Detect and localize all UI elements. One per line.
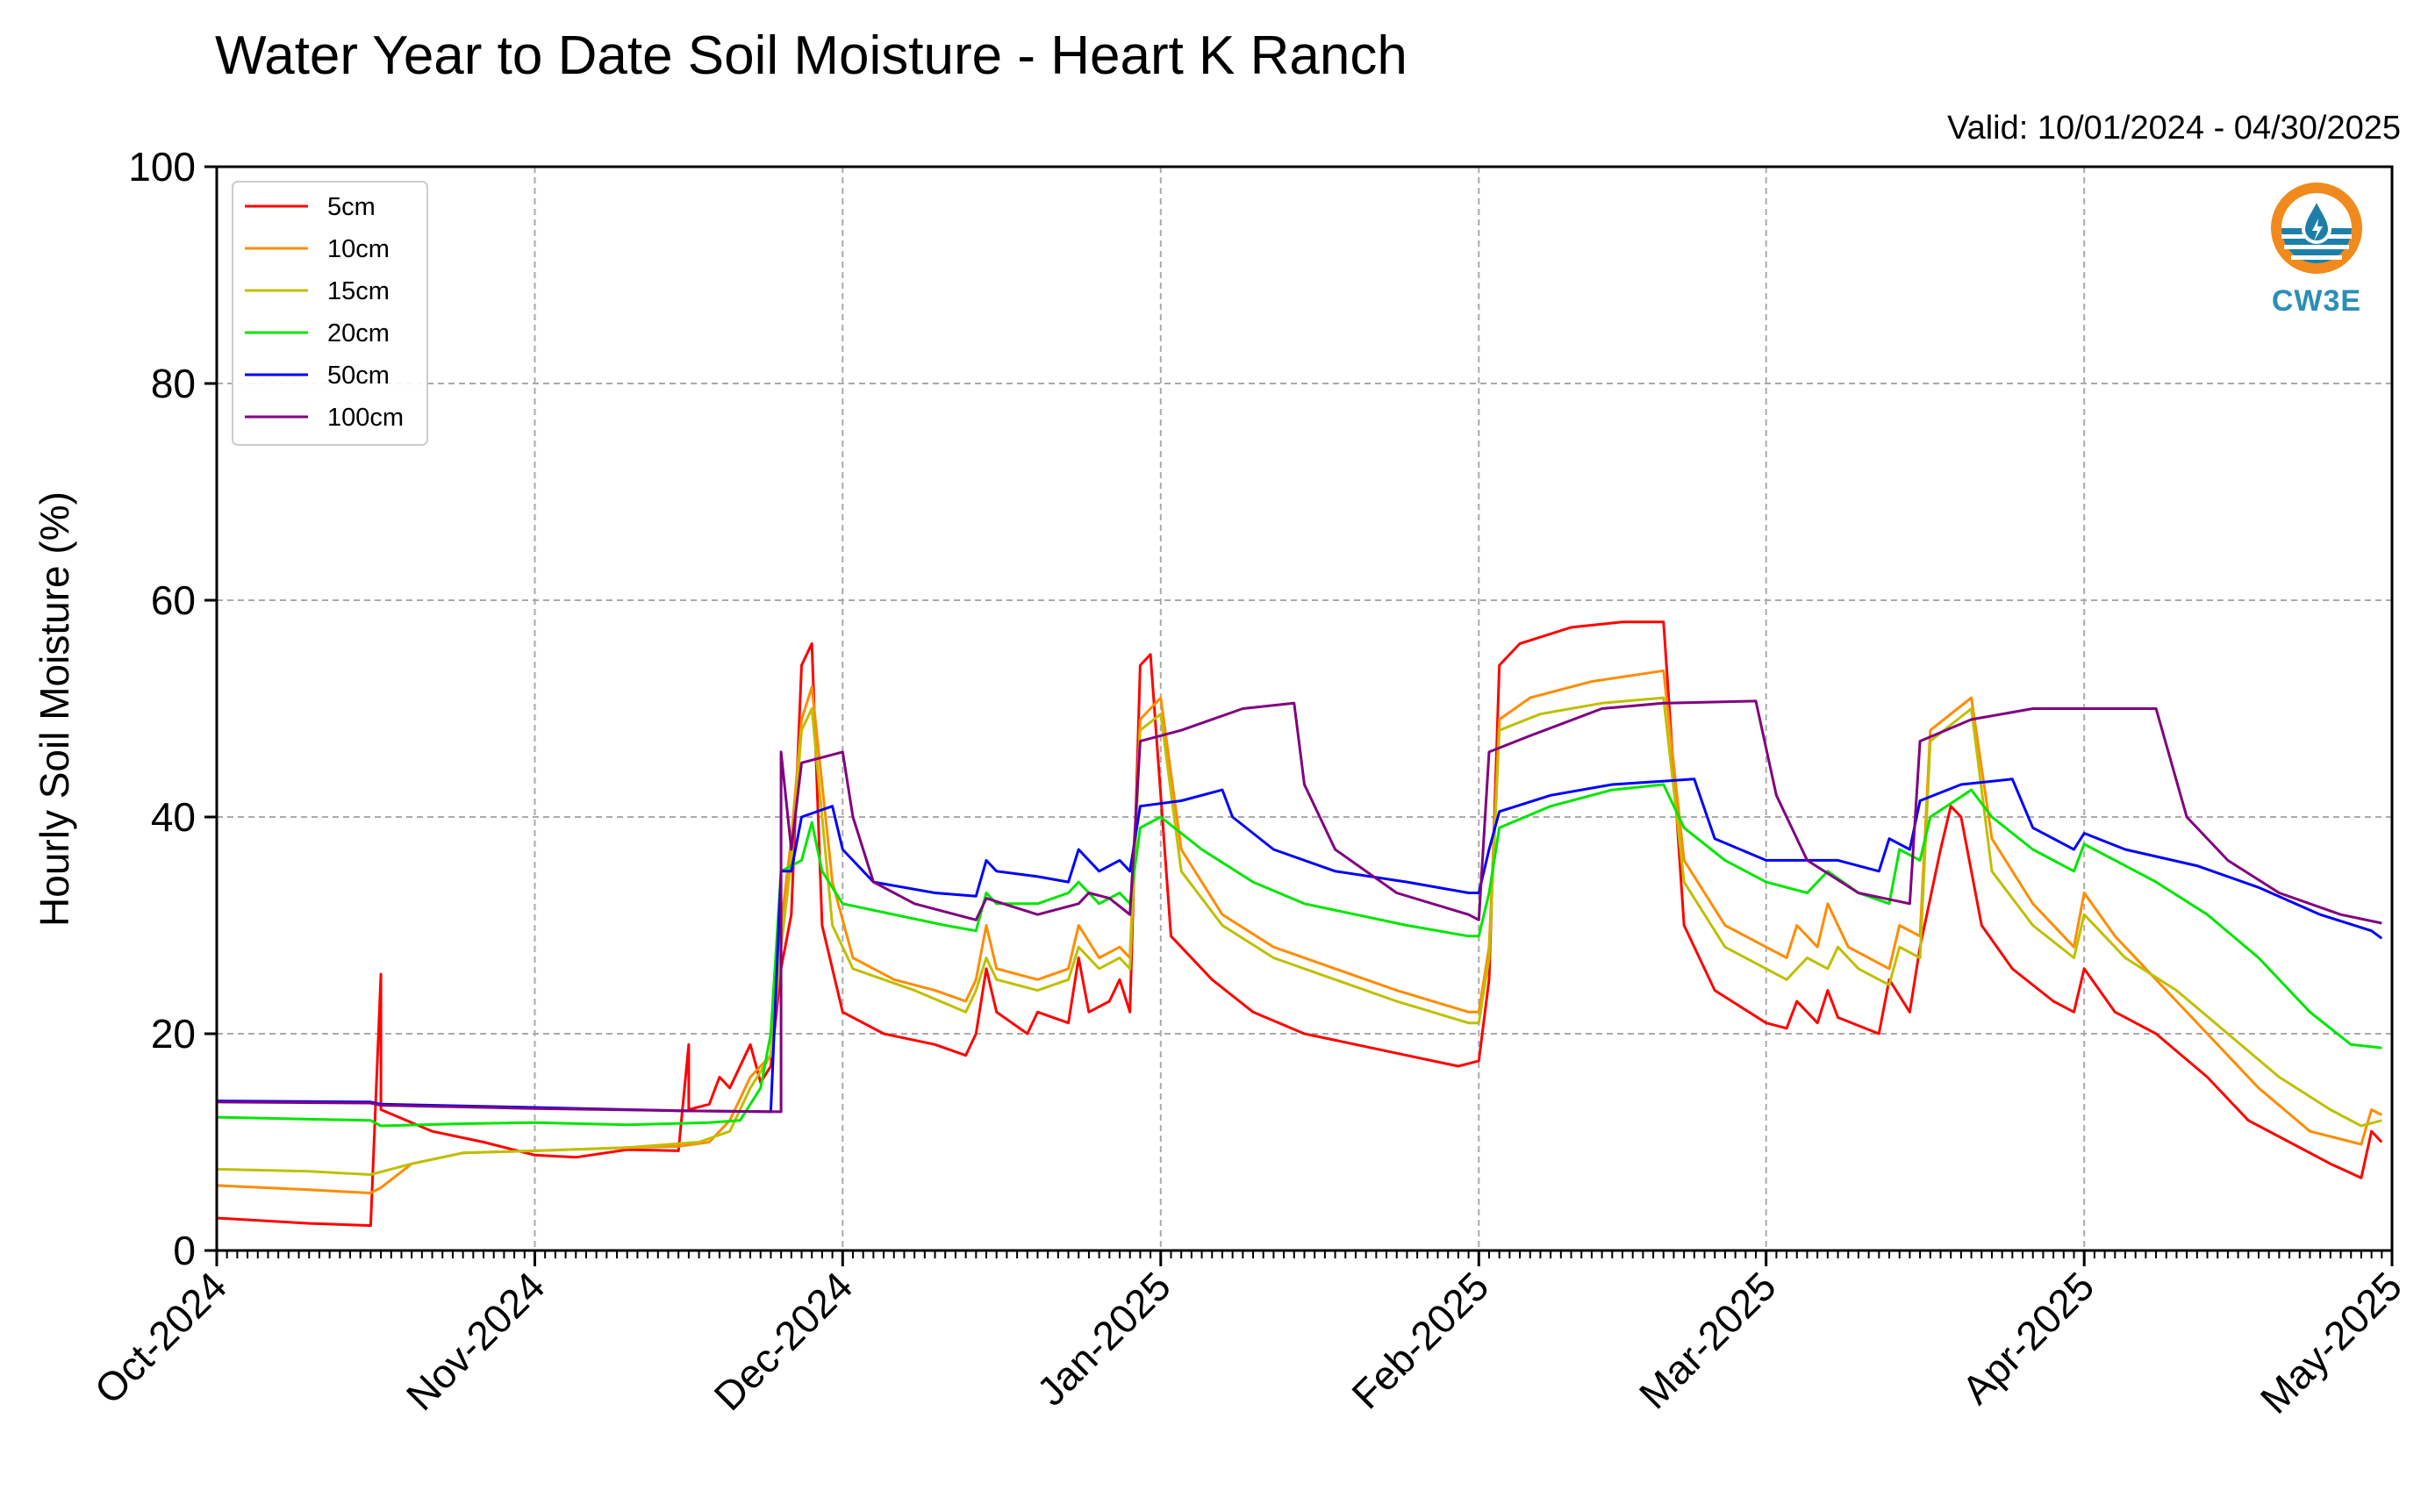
x-tick-label: Nov-2024 — [398, 1263, 554, 1419]
y-tick-label: 20 — [151, 1011, 196, 1057]
x-tick-label: Dec-2024 — [705, 1263, 862, 1419]
valid-date-range: Valid: 10/01/2024 - 04/30/2025 — [1947, 110, 2401, 147]
y-tick-label: 60 — [151, 577, 196, 623]
x-tick-label: Mar-2025 — [1630, 1263, 1785, 1417]
series-lines — [216, 620, 2383, 1228]
x-tick-label: Apr-2025 — [1953, 1263, 2103, 1413]
series-line-5cm — [216, 620, 2383, 1228]
legend: 5cm 10cm 15cm 20cm 50cm 100cm — [232, 181, 428, 446]
page-title: Water Year to Date Soil Moisture - Heart… — [215, 25, 1407, 86]
y-axis-label: Hourly Soil Moisture (%) — [32, 491, 77, 927]
cw3e-logo-icon — [2271, 183, 2362, 274]
y-tick-label: 80 — [151, 361, 196, 406]
legend-label: 100cm — [327, 404, 404, 432]
legend-label: 15cm — [327, 277, 390, 305]
cw3e-logo: CW3E — [2264, 180, 2369, 319]
series-line-10cm — [216, 669, 2382, 1194]
cw3e-logo-text: CW3E — [2271, 284, 2362, 318]
axis-ticks: 0 20 40 60 80 100 Oct-2024 Nov-2024 Dec-2024 Jan-… — [86, 144, 2411, 1422]
series-line-15cm — [216, 696, 2382, 1176]
x-tick-label: Oct-2024 — [86, 1263, 236, 1413]
x-tick-label: May-2025 — [2252, 1263, 2410, 1422]
legend-label: 50cm — [327, 362, 390, 390]
series-line-100cm — [216, 699, 2382, 1114]
series-line-50cm — [216, 777, 2383, 1114]
y-tick-label: 40 — [151, 794, 196, 840]
legend-label: 20cm — [327, 319, 390, 348]
x-tick-label: Feb-2025 — [1343, 1263, 1497, 1417]
y-tick-label: 100 — [128, 144, 196, 190]
x-tick-label: Jan-2025 — [1028, 1263, 1178, 1414]
legend-label: 10cm — [327, 235, 390, 263]
legend-label: 5cm — [327, 193, 376, 221]
series-line-20cm — [216, 783, 2382, 1128]
y-tick-label: 0 — [173, 1228, 196, 1273]
